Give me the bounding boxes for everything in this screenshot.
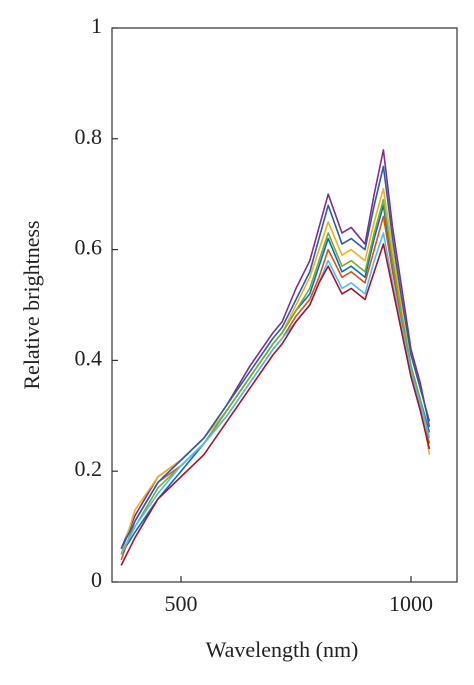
y-tick-label: 0: [91, 567, 102, 592]
y-tick-label: 0.8: [75, 124, 103, 149]
spectrum-line: [120, 204, 431, 555]
y-tick-label: 1: [91, 13, 102, 38]
x-tick-label: 1000: [389, 591, 433, 616]
y-tick-label: 0.4: [75, 345, 103, 370]
spectrum-line: [120, 215, 431, 561]
spectrum-line: [120, 232, 431, 555]
x-axis-label: Wavelength (nm): [206, 637, 359, 662]
y-tick-label: 0.6: [75, 235, 103, 260]
spectrum-line: [120, 198, 431, 555]
x-tick-label: 500: [165, 591, 198, 616]
y-tick-label: 0.2: [75, 456, 103, 481]
spectrum-line: [120, 243, 431, 566]
plot-frame: [111, 27, 458, 583]
spectrum-line: [120, 165, 431, 550]
y-axis-label: Relative brightness: [19, 220, 44, 389]
